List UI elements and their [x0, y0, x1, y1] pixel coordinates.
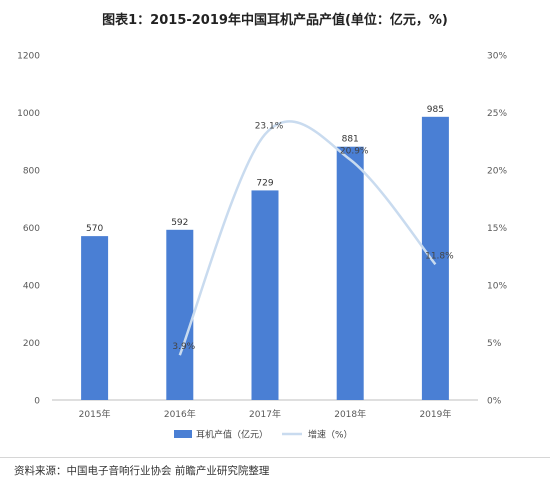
- right-tick-label: 30%: [487, 52, 507, 62]
- footer-divider: [0, 457, 550, 458]
- right-tick-label: 15%: [487, 224, 507, 234]
- bar: [251, 190, 279, 400]
- line-value-label: 3.9%: [172, 342, 195, 352]
- bar-series: 570 592 729 881 985: [81, 105, 449, 400]
- bar-value-label: 570: [86, 224, 103, 234]
- right-axis-ticks: 0% 5% 10% 15% 20% 25% 30%: [487, 52, 507, 407]
- bar: [421, 116, 449, 400]
- source-note: 资料来源：中国电子音响行业协会 前瞻产业研究院整理: [14, 465, 270, 477]
- left-axis-ticks: 0 200 400 600 800 1000 1200: [17, 52, 40, 407]
- x-tick-label: 2019年: [419, 408, 451, 420]
- right-tick-label: 10%: [487, 282, 507, 292]
- left-tick-label: 600: [23, 224, 40, 234]
- bar: [166, 229, 194, 400]
- right-tick-label: 20%: [487, 167, 507, 177]
- left-tick-label: 200: [23, 339, 40, 349]
- right-tick-label: 0%: [487, 397, 502, 407]
- left-tick-label: 1000: [17, 109, 40, 119]
- x-tick-label: 2016年: [164, 408, 196, 420]
- right-tick-label: 5%: [487, 339, 502, 349]
- left-tick-label: 800: [23, 167, 40, 177]
- x-tick-label: 2015年: [79, 408, 111, 420]
- line-value-label: 11.8%: [425, 251, 454, 261]
- x-tick-label: 2018年: [334, 408, 366, 420]
- bar: [81, 236, 109, 400]
- right-tick-label: 25%: [487, 109, 507, 119]
- chart-title: 图表1：2015-2019年中国耳机产品产值(单位：亿元，%): [102, 13, 448, 28]
- bar-value-label: 881: [342, 135, 359, 145]
- bar-value-label: 729: [256, 178, 273, 188]
- legend-line-label: 增速（%）: [308, 429, 353, 441]
- left-tick-label: 1200: [17, 52, 40, 62]
- bar-value-label: 985: [427, 105, 444, 115]
- legend: 耳机产值（亿元） 增速（%）: [174, 429, 353, 441]
- x-axis-ticks: 2015年 2016年 2017年 2018年 2019年: [79, 408, 452, 420]
- line-value-label: 23.1%: [255, 121, 284, 131]
- left-tick-label: 400: [23, 282, 40, 292]
- x-tick-label: 2017年: [249, 408, 281, 420]
- growth-line: [178, 120, 437, 356]
- bar: [336, 146, 364, 400]
- line-series: 3.9% 23.1% 20.9% 11.8%: [172, 120, 454, 356]
- left-tick-label: 0: [34, 397, 40, 407]
- bar-value-label: 592: [171, 218, 188, 228]
- legend-bar-label: 耳机产值（亿元）: [196, 429, 268, 441]
- legend-bar-swatch: [174, 430, 192, 438]
- line-value-label: 20.9%: [340, 147, 369, 157]
